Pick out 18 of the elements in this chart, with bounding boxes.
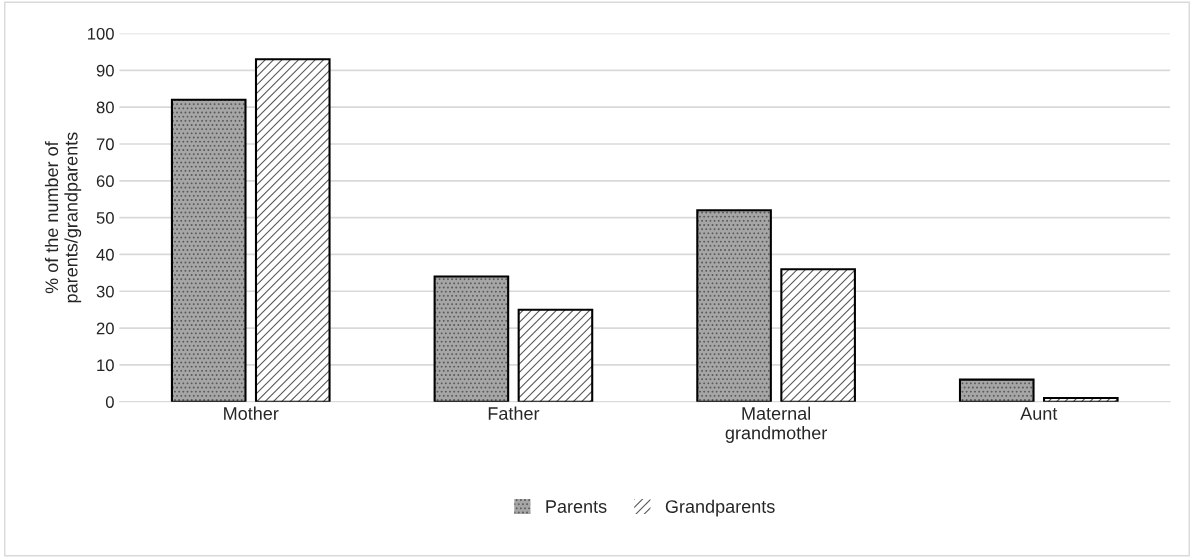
y-tick-label: 50 — [96, 212, 114, 224]
y-tick-label: 60 — [96, 175, 114, 187]
x-tick-label: Aunt — [1020, 407, 1058, 420]
y-tick-label: 20 — [96, 322, 114, 335]
y-tick-label: 10 — [97, 359, 114, 372]
x-tick-label: Mother — [224, 406, 279, 420]
y-tick-label: 90 — [96, 64, 114, 77]
x-tick-label: Maternal grandmother — [725, 406, 827, 443]
x-tick-label: Father — [488, 406, 540, 420]
y-tick-label: 30 — [96, 285, 114, 298]
y-tick-label: 80 — [96, 101, 114, 114]
y-tick-label: 40 — [96, 248, 114, 261]
y-axis-title: % of the number of parents/grandparents — [44, 132, 82, 303]
y-tick-label: 0 — [105, 396, 114, 408]
y-tick-label: 70 — [96, 138, 114, 151]
legend-label: Parents — [546, 500, 607, 513]
legend-label: Grandparents — [665, 499, 775, 517]
y-tick-label: 100 — [88, 27, 114, 40]
